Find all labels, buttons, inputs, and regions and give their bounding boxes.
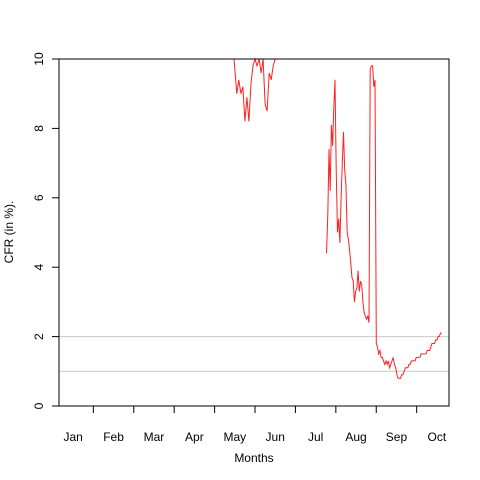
x-tick-label-apr: Apr xyxy=(185,430,204,444)
x-axis: Jan Feb Mar Apr May Jun Jul Aug Sep Oct xyxy=(63,406,447,444)
x-tick-label-jun: Jun xyxy=(266,430,285,444)
x-axis-title: Months xyxy=(234,451,273,465)
y-tick-label-3: 6 xyxy=(32,194,46,201)
y-tick-label-0: 0 xyxy=(32,402,46,409)
x-tick-label-oct: Oct xyxy=(428,430,447,444)
x-tick-label-sep: Sep xyxy=(386,430,408,444)
x-tick-label-jan: Jan xyxy=(63,430,82,444)
y-tick-label-4: 8 xyxy=(32,125,46,132)
reference-lines xyxy=(59,336,449,372)
y-tick-label-1: 2 xyxy=(32,333,46,340)
x-tick-label-aug: Aug xyxy=(345,430,366,444)
y-tick-label-2: 4 xyxy=(32,264,46,271)
y-axis: 0 2 4 6 8 10 xyxy=(32,52,59,409)
x-tick-label-mar: Mar xyxy=(144,430,165,444)
x-tick-label-may: May xyxy=(223,430,246,444)
x-tick-label-jul: Jul xyxy=(308,430,323,444)
plot-area-frame xyxy=(58,58,450,407)
y-axis-title: CFR (in %). xyxy=(2,201,16,264)
x-tick-label-feb: Feb xyxy=(103,430,124,444)
y-tick-label-5: 10 xyxy=(32,52,46,66)
series-line xyxy=(233,57,442,379)
